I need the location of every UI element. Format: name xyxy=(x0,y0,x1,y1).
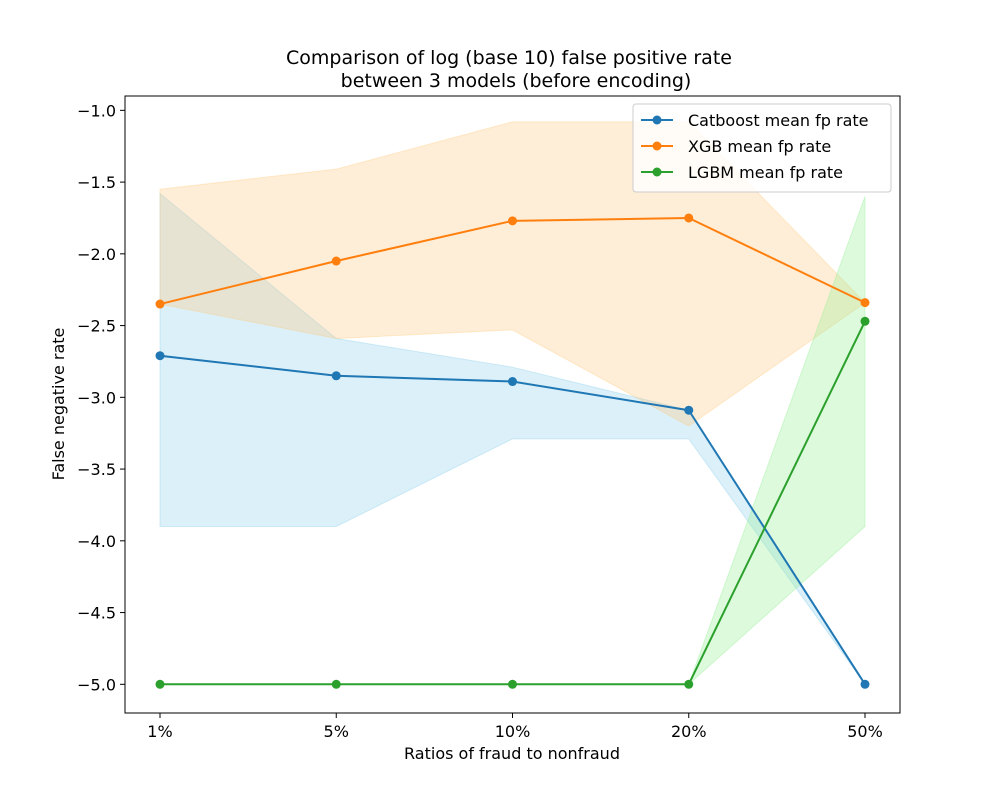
data-point-0-1 xyxy=(331,371,341,381)
legend-entry: XGB mean fp rate xyxy=(688,137,831,156)
y-tick-label: −3.5 xyxy=(77,460,116,479)
legend-swatch-marker-1 xyxy=(652,141,662,151)
y-axis-label: False negative rate xyxy=(49,328,68,481)
data-point-2-2 xyxy=(508,679,517,689)
y-tick-label: −2.5 xyxy=(77,317,116,336)
y-tick-label: −2.0 xyxy=(77,245,116,264)
data-point-2-1 xyxy=(331,679,341,689)
data-point-1-2 xyxy=(508,216,517,226)
chart-title-line-1: Comparison of log (base 10) false positi… xyxy=(286,47,732,69)
data-point-2-3 xyxy=(684,679,694,689)
data-point-2-4 xyxy=(860,316,870,326)
y-tick-label: −3.0 xyxy=(77,388,116,407)
confidence-band-1 xyxy=(159,121,866,427)
data-point-2-0 xyxy=(155,679,165,689)
y-tick-label: −1.0 xyxy=(77,101,116,120)
data-point-1-4 xyxy=(860,298,870,308)
x-tick-label: 10% xyxy=(495,722,531,741)
axes: −5.0 −4.5 −4.0 −3.5 −3.0 −2.5 −2.0 −1.5 −1.0 1% 5%… xyxy=(77,95,901,741)
y-tick-label: −4.5 xyxy=(77,604,116,623)
data-point-1-3 xyxy=(684,213,694,223)
legend-box xyxy=(632,103,892,193)
data-point-0-4 xyxy=(860,679,870,689)
legend-swatch-marker-0 xyxy=(652,115,662,125)
x-tick-label: 20% xyxy=(671,722,707,741)
data-point-1-1 xyxy=(331,256,341,266)
data-point-0-2 xyxy=(508,377,517,387)
legend-swatch-marker-2 xyxy=(652,167,662,177)
data-point-0-3 xyxy=(684,405,694,415)
data-point-0-0 xyxy=(155,351,165,361)
series-markers xyxy=(155,213,870,689)
x-tick-label: 1% xyxy=(147,722,172,741)
legend-entry: Catboost mean fp rate xyxy=(688,111,869,130)
y-tick-label: −1.5 xyxy=(77,173,116,192)
chart-title-line-2: between 3 models (before encoding) xyxy=(341,70,692,92)
x-tick-label: 5% xyxy=(324,722,349,741)
x-tick-label: 50% xyxy=(847,722,883,741)
confidence-band-0 xyxy=(159,192,866,685)
y-tick-label: −5.0 xyxy=(77,675,116,694)
confidence-bands xyxy=(159,121,866,685)
legend: Catboost mean fp rate XGB mean fp rate LGB… xyxy=(632,103,892,193)
legend-entry: LGBM mean fp rate xyxy=(688,163,843,182)
x-axis-label: Ratios of fraud to nonfraud xyxy=(404,744,620,763)
data-point-1-0 xyxy=(155,299,165,309)
y-tick-label: −4.0 xyxy=(77,532,116,551)
